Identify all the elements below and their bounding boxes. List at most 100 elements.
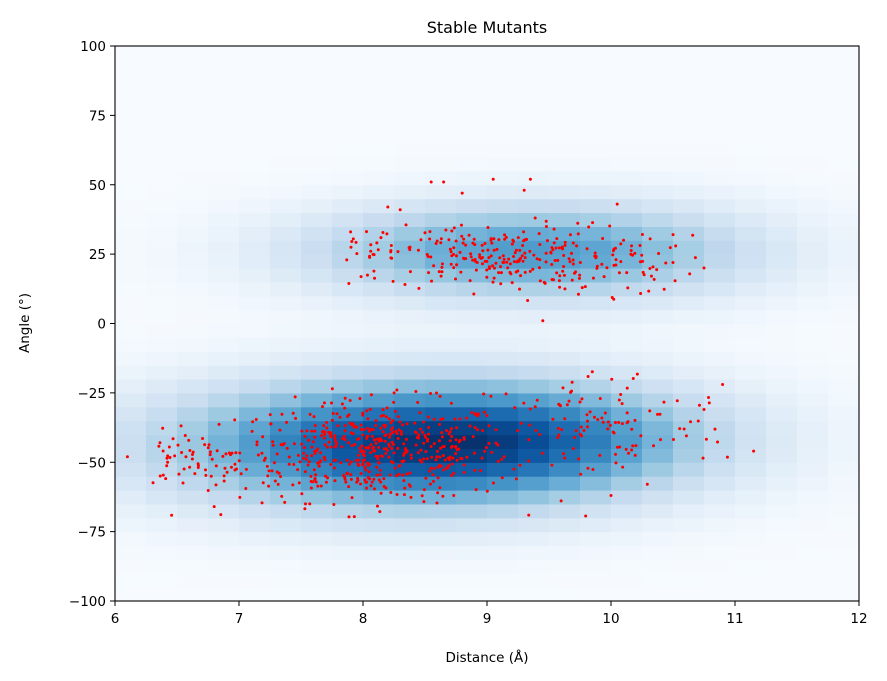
scatter-point xyxy=(420,494,424,498)
scatter-point xyxy=(557,246,561,250)
scatter-point xyxy=(313,451,317,455)
scatter-point xyxy=(540,451,544,455)
scatter-point xyxy=(345,471,349,475)
heatmap-cell xyxy=(797,379,829,394)
scatter-point xyxy=(518,463,522,467)
scatter-point xyxy=(434,458,438,462)
scatter-point xyxy=(400,432,404,436)
heatmap-cell xyxy=(146,143,178,158)
heatmap-cell xyxy=(394,323,426,338)
scatter-point xyxy=(376,248,380,252)
heatmap-cell xyxy=(828,73,860,89)
scatter-point xyxy=(571,241,575,245)
heatmap-cell xyxy=(456,212,488,227)
heatmap-cell xyxy=(394,268,426,283)
heatmap-cell xyxy=(673,295,705,311)
heatmap-cell xyxy=(363,531,395,547)
scatter-point xyxy=(598,453,602,457)
scatter-point xyxy=(427,271,431,275)
heatmap-cell xyxy=(611,87,643,103)
scatter-point xyxy=(287,462,291,466)
heatmap-cell xyxy=(177,87,209,103)
scatter-point xyxy=(388,473,392,477)
heatmap-cell xyxy=(115,365,147,380)
heatmap-cell xyxy=(456,351,488,366)
heatmap-cell xyxy=(735,490,767,505)
scatter-point xyxy=(721,383,725,387)
scatter-point xyxy=(343,429,347,433)
scatter-point xyxy=(369,484,373,488)
scatter-point xyxy=(630,244,634,248)
scatter-point xyxy=(214,464,218,468)
heatmap-cell xyxy=(797,170,829,186)
heatmap-cell xyxy=(642,531,674,547)
scatter-point xyxy=(561,386,565,390)
heatmap-cell xyxy=(611,73,643,89)
scatter-point xyxy=(490,241,494,245)
scatter-point xyxy=(322,436,326,440)
heatmap-cell xyxy=(270,254,302,269)
scatter-point xyxy=(374,424,378,428)
x-tick-label: 12 xyxy=(850,611,867,627)
scatter-point xyxy=(598,396,602,400)
heatmap-cell xyxy=(456,115,488,130)
heatmap-cell xyxy=(270,143,302,158)
heatmap-cell xyxy=(704,462,736,477)
heatmap-cell xyxy=(239,323,271,338)
heatmap-cell xyxy=(735,184,767,200)
scatter-point xyxy=(359,423,363,427)
scatter-point xyxy=(282,442,286,446)
heatmap-cell xyxy=(673,545,705,560)
heatmap-cell xyxy=(456,337,488,352)
scatter-point xyxy=(405,422,409,426)
heatmap-cell xyxy=(363,157,395,172)
scatter-point xyxy=(392,391,396,395)
scatter-point xyxy=(372,449,376,453)
heatmap-cell xyxy=(363,462,395,477)
scatter-point xyxy=(279,474,283,478)
scatter-point xyxy=(347,485,351,489)
heatmap-cell xyxy=(332,129,364,144)
heatmap-cell xyxy=(239,351,271,366)
scatter-point xyxy=(701,456,705,460)
scatter-point xyxy=(325,426,329,430)
scatter-point xyxy=(389,243,393,247)
scatter-point xyxy=(204,473,208,477)
scatter-point xyxy=(518,248,522,252)
scatter-point xyxy=(617,398,621,402)
scatter-point xyxy=(535,257,539,261)
heatmap-cell xyxy=(735,143,767,158)
scatter-point xyxy=(403,282,407,286)
heatmap-cell xyxy=(115,392,147,408)
heatmap-cell xyxy=(208,420,240,436)
heatmap-cell xyxy=(766,337,798,352)
scatter-point xyxy=(184,455,188,459)
scatter-point xyxy=(310,429,314,433)
heatmap-cell xyxy=(425,129,457,144)
heatmap-cell xyxy=(735,240,767,255)
heatmap-cell xyxy=(487,503,519,519)
scatter-point xyxy=(583,285,587,289)
scatter-point xyxy=(432,466,436,470)
scatter-point xyxy=(206,446,210,450)
heatmap-cell xyxy=(580,490,612,505)
heatmap-cell xyxy=(611,309,643,325)
scatter-point xyxy=(492,276,496,280)
scatter-point xyxy=(329,435,333,439)
scatter-point xyxy=(383,439,387,443)
scatter-point xyxy=(471,435,475,439)
scatter-point xyxy=(389,491,393,495)
scatter-point xyxy=(641,259,645,263)
heatmap-cell xyxy=(332,462,364,477)
scatter-point xyxy=(261,481,265,485)
scatter-point xyxy=(379,437,383,441)
scatter-point xyxy=(379,480,383,484)
scatter-point xyxy=(494,428,498,432)
scatter-point xyxy=(397,464,401,468)
heatmap-cell xyxy=(208,295,240,311)
heatmap-cell xyxy=(828,503,860,519)
heatmap-cell xyxy=(332,268,364,283)
heatmap-cell xyxy=(766,490,798,505)
scatter-point xyxy=(550,263,554,267)
heatmap-cell xyxy=(456,448,488,463)
